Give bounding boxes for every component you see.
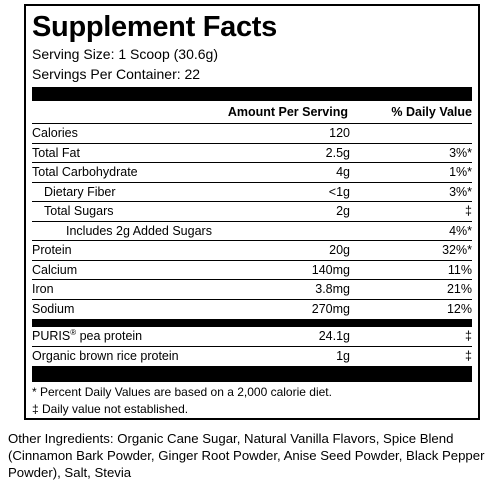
footnotes: * Percent Daily Values are based on a 2,… xyxy=(32,382,472,418)
nutrient-amount: 120 xyxy=(329,126,350,141)
divider-thick xyxy=(32,87,472,101)
nutrient-dv: 32%* xyxy=(442,243,472,258)
table-header: Amount Per Serving % Daily Value xyxy=(32,101,472,124)
nutrient-amount: 2g xyxy=(336,204,350,219)
nutrient-amount: 270mg xyxy=(311,302,350,317)
nutrient-dv: 3%* xyxy=(449,145,472,160)
supplement-facts-panel: Supplement Facts Serving Size: 1 Scoop (… xyxy=(24,4,480,420)
nutrient-amount: 2.5g xyxy=(325,145,350,160)
nutrient-name: Sodium xyxy=(32,302,75,317)
table-row: PURIS® pea protein 24.1g ‡ xyxy=(32,327,472,347)
table-row: Dietary Fiber <1g 3%* xyxy=(32,183,472,202)
table-row: Organic brown rice protein 1g ‡ xyxy=(32,347,472,367)
nutrient-name: Includes 2g Added Sugars xyxy=(66,223,212,238)
amount-header: Amount Per Serving xyxy=(227,105,348,119)
other-ingredients: Other Ingredients: Organic Cane Sugar, N… xyxy=(8,431,485,480)
nutrient-name: Calcium xyxy=(32,262,78,277)
table-row: Protein 20g 32%* xyxy=(32,241,472,261)
footnote-dv: * Percent Daily Values are based on a 2,… xyxy=(32,385,332,399)
nutrient-name: Calories xyxy=(32,126,78,141)
nutrient-dv: 12% xyxy=(446,302,472,317)
nutrient-dv: 1%* xyxy=(449,165,472,180)
nutrient-name: Protein xyxy=(32,243,72,258)
nutrient-name: Total Carbohydrate xyxy=(32,165,138,180)
nutrient-name: Total Sugars xyxy=(44,204,114,219)
table-row: Includes 2g Added Sugars 4%* xyxy=(32,222,472,241)
ingredient-name: Organic brown rice protein xyxy=(32,349,179,364)
nutrient-dv: 11% xyxy=(447,262,472,277)
servings-per-container: Servings Per Container: 22 xyxy=(32,66,201,82)
nutrient-amount: 4g xyxy=(336,165,350,180)
table-row: Sodium 270mg 12% xyxy=(32,300,472,320)
table-row: Calories 120 xyxy=(32,124,472,144)
serving-size: Serving Size: 1 Scoop (30.6g) xyxy=(32,46,218,62)
table-row: Calcium 140mg 11% xyxy=(32,261,472,280)
footnote-not-established: ‡ Daily value not established. xyxy=(32,402,189,416)
dv-header: % Daily Value xyxy=(391,105,472,119)
nutrient-dv: 4%* xyxy=(449,223,472,238)
ingredient-dv: ‡ xyxy=(465,329,472,344)
nutrient-dv: 21% xyxy=(446,282,472,297)
table-row: Total Sugars 2g ‡ xyxy=(32,202,472,222)
nutrient-name: Total Fat xyxy=(32,145,80,160)
registered-mark: ® xyxy=(70,328,77,338)
nutrient-amount: 3.8mg xyxy=(315,282,350,297)
ingredient-amount: 1g xyxy=(336,349,350,364)
nutrient-dv: ‡ xyxy=(465,204,472,219)
table-row: Total Carbohydrate 4g 1%* xyxy=(32,163,472,183)
divider-thick-bottom xyxy=(32,366,472,382)
ingredient-dv: ‡ xyxy=(465,349,472,364)
divider-medium xyxy=(32,319,472,327)
nutrient-name: Dietary Fiber xyxy=(44,184,116,199)
table-row: Iron 3.8mg 21% xyxy=(32,280,472,300)
ingredient-amount: 24.1g xyxy=(318,329,350,344)
panel-title: Supplement Facts xyxy=(32,11,277,43)
nutrient-amount: <1g xyxy=(328,184,350,199)
nutrient-dv: 3%* xyxy=(449,184,472,199)
nutrient-amount: 140mg xyxy=(311,262,350,277)
table-row: Total Fat 2.5g 3%* xyxy=(32,144,472,163)
nutrient-amount: 20g xyxy=(329,243,350,258)
nutrient-name: Iron xyxy=(32,282,54,297)
ingredient-name: PURIS® pea protein xyxy=(32,328,143,344)
